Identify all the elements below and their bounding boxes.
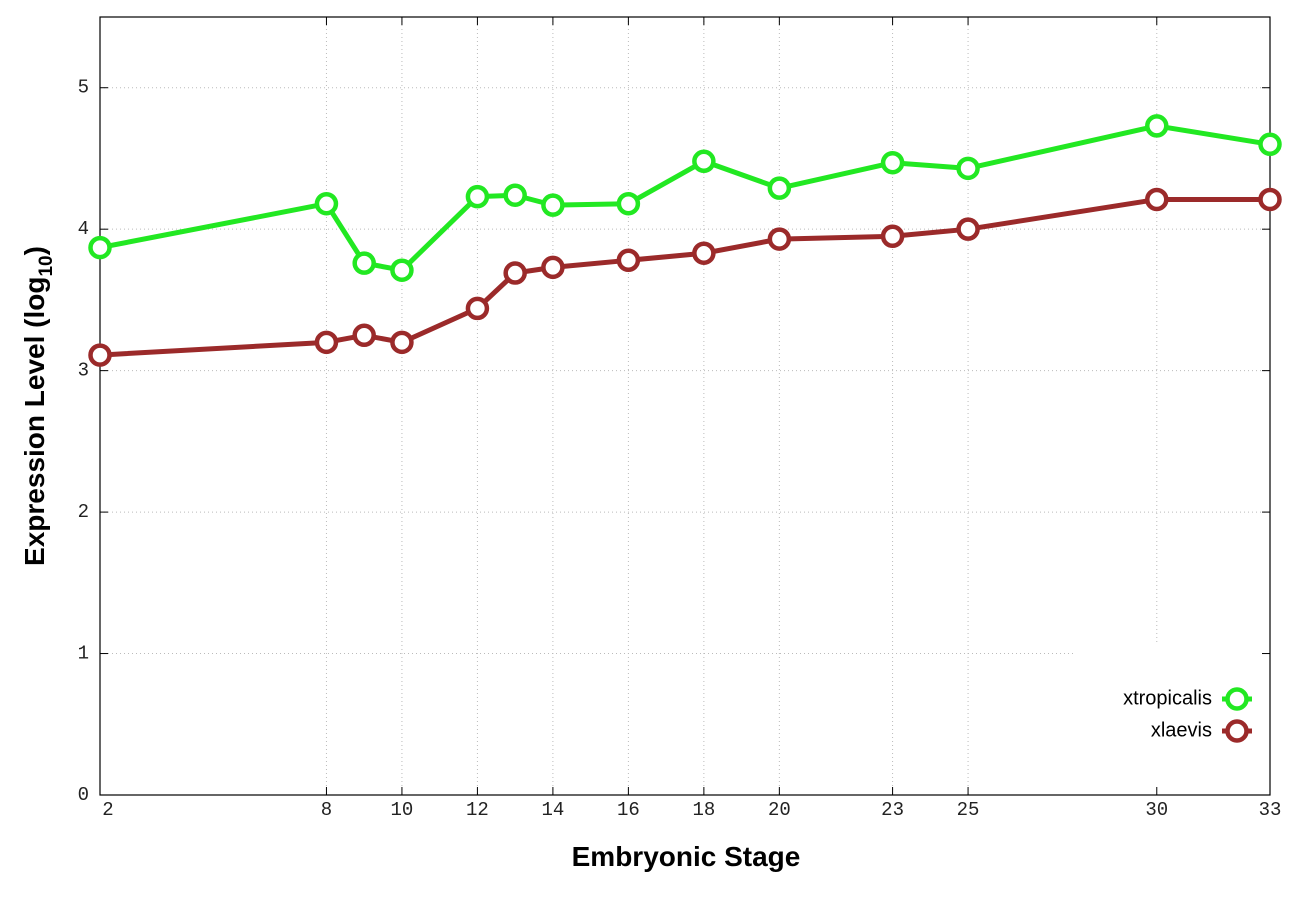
- legend-label: xtropicalis: [1123, 687, 1212, 709]
- y-axis-title-main: Expression Level (log: [19, 277, 50, 566]
- point: [1145, 187, 1169, 212]
- x-tick-label: 10: [391, 799, 414, 821]
- y-tick-label: 4: [78, 218, 89, 240]
- point: [88, 343, 112, 367]
- y-tick-label: 0: [78, 784, 89, 806]
- point: [541, 255, 565, 280]
- point: [692, 149, 716, 174]
- y-axis-title: Expression Level (log10): [19, 246, 57, 566]
- series-line: [99, 196, 1270, 358]
- point: [465, 296, 490, 321]
- x-tick-label: 12: [466, 799, 489, 821]
- point: [956, 217, 980, 241]
- legend-label: xlaevis: [1151, 719, 1212, 741]
- plot-frame: [99, 16, 1271, 796]
- legend-marker: [1225, 719, 1249, 743]
- point: [541, 193, 565, 217]
- point: [616, 191, 641, 216]
- x-tick-label: 14: [541, 799, 564, 821]
- point: [503, 183, 527, 207]
- point: [692, 241, 716, 265]
- point: [465, 184, 490, 209]
- x-tick-label: 20: [768, 799, 791, 821]
- y-axis-title-end: ): [19, 246, 50, 255]
- point: [1258, 187, 1282, 212]
- point: [767, 176, 792, 200]
- point: [616, 248, 641, 273]
- point: [352, 251, 376, 275]
- point: [767, 227, 792, 251]
- series-line: [99, 123, 1271, 273]
- point: [503, 261, 527, 285]
- x-tick-label: 16: [617, 799, 640, 821]
- x-tick-label: 33: [1259, 799, 1282, 821]
- point: [880, 224, 905, 249]
- y-tick-label: 2: [78, 501, 89, 523]
- point: [880, 150, 905, 175]
- point: [88, 235, 112, 260]
- point: [314, 191, 339, 216]
- point: [352, 323, 376, 348]
- legend-marker: [1225, 687, 1249, 711]
- x-tick-label: 23: [881, 799, 904, 821]
- x-tick-label: 2: [102, 799, 113, 821]
- y-tick-label: 5: [78, 77, 89, 99]
- y-tick-label: 3: [78, 360, 89, 382]
- point: [390, 258, 414, 282]
- point: [314, 330, 339, 355]
- point: [1145, 114, 1169, 138]
- x-tick-label: 30: [1145, 799, 1168, 821]
- point: [390, 330, 414, 355]
- point: [956, 156, 980, 181]
- y-axis-title-sub: 10: [36, 255, 57, 276]
- point: [1258, 132, 1282, 157]
- x-axis-title: Embryonic Stage: [572, 841, 801, 872]
- x-tick-label: 25: [957, 799, 980, 821]
- x-tick-label: 8: [321, 799, 332, 821]
- x-tick-label: 18: [692, 799, 715, 821]
- y-tick-label: 1: [78, 643, 89, 665]
